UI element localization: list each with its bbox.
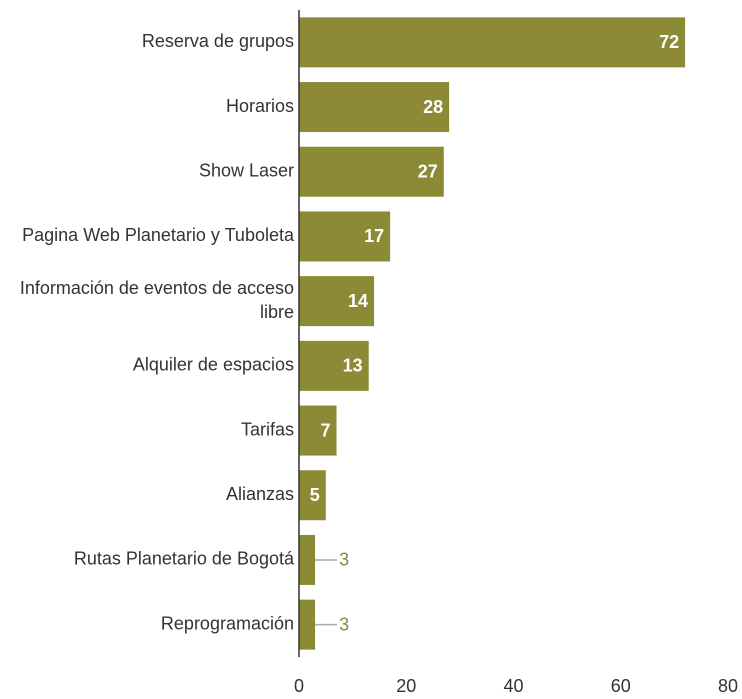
bar (299, 340, 369, 391)
y-tick-label: Reprogramación (161, 613, 294, 633)
x-tick-label: 60 (611, 676, 631, 696)
x-tick-label: 0 (294, 676, 304, 696)
x-tick-label: 40 (503, 676, 523, 696)
y-tick-label: Tarifas (241, 419, 294, 439)
bar (299, 276, 375, 327)
x-tick-label: 20 (396, 676, 416, 696)
y-tick-label: Horarios (226, 96, 294, 116)
y-tick-label: Reserva de grupos (142, 31, 294, 51)
value-label: 72 (659, 32, 679, 52)
bar (299, 211, 391, 262)
y-tick-label: Alianzas (226, 484, 294, 504)
bar (299, 17, 686, 68)
value-label: 3 (339, 550, 349, 570)
value-label: 17 (364, 226, 384, 246)
value-label: 14 (348, 291, 368, 311)
value-label: 27 (418, 162, 438, 182)
bar (299, 405, 337, 456)
x-tick-label: 80 (718, 676, 738, 696)
y-tick-label: Información de eventos de acceso libre (20, 278, 294, 322)
bar (299, 470, 326, 521)
bar (299, 146, 444, 197)
value-label: 28 (423, 97, 443, 117)
bar (299, 82, 450, 133)
value-label: 3 (339, 614, 349, 634)
value-label: 7 (321, 420, 331, 440)
value-label: 5 (310, 485, 320, 505)
bar (299, 534, 316, 585)
y-tick-label: Show Laser (199, 161, 294, 181)
y-tick-label: Rutas Planetario de Bogotá (74, 549, 295, 569)
bar (299, 599, 316, 650)
y-tick-label: Alquiler de espacios (133, 355, 294, 375)
value-label: 13 (343, 356, 363, 376)
y-tick-label: Pagina Web Planetario y Tuboleta (22, 225, 295, 245)
